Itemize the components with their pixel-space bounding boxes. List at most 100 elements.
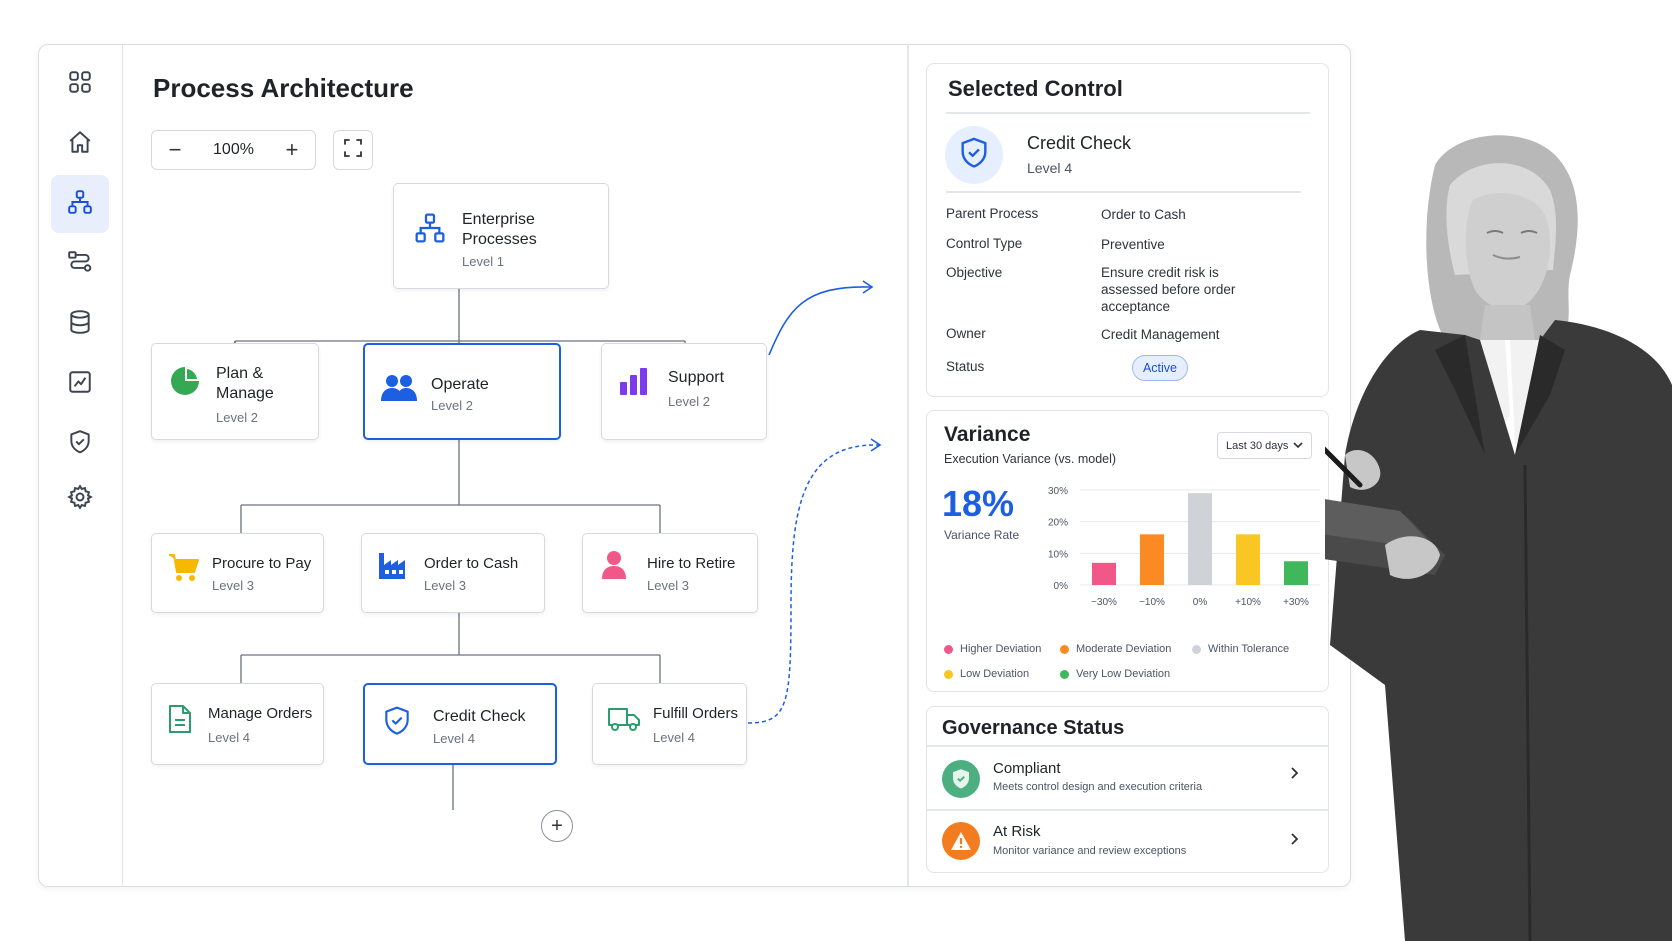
nav-settings[interactable]	[51, 470, 109, 528]
node-level: Level 3	[647, 578, 689, 593]
node-level: Level 2	[668, 394, 710, 409]
node-fulfill-orders[interactable]: Fulfill Orders Level 4	[592, 683, 747, 765]
nav-flow[interactable]	[51, 235, 109, 293]
node-hire-to-retire[interactable]: Hire to Retire Level 3	[582, 533, 758, 613]
node-procure-to-pay[interactable]: Procure to Pay Level 3	[151, 533, 324, 613]
governance-heading: Governance Status	[942, 717, 1125, 739]
variance-rate-label: Variance Rate	[944, 528, 1020, 542]
objective-line-2: assessed before order	[1101, 282, 1236, 297]
shield-check-icon	[957, 136, 991, 175]
legend-dot	[944, 644, 953, 654]
legend-label: Very Low Deviation	[1076, 668, 1171, 680]
nav-hierarchy[interactable]	[51, 175, 109, 233]
hierarchy-icon	[67, 189, 93, 220]
divider	[927, 809, 1328, 811]
people-icon	[381, 373, 417, 408]
legend-dot	[944, 669, 953, 679]
nav-database[interactable]	[51, 295, 109, 353]
legend-moderate-deviation: Moderate Deviation	[1060, 643, 1171, 655]
status-label: Status	[946, 359, 985, 374]
zoom-control: − 100% +	[151, 130, 316, 170]
grid-icon	[67, 69, 93, 100]
selected-control-heading: Selected Control	[948, 76, 1123, 101]
legend-label: Low Deviation	[960, 668, 1030, 680]
period-select[interactable]: Last 30 days	[1217, 432, 1312, 459]
y-tick-label: 0%	[1054, 581, 1069, 592]
variance-panel	[926, 410, 1329, 692]
chevron-right-icon	[1289, 830, 1299, 851]
database-icon	[67, 309, 93, 340]
x-tick-label: +30%	[1283, 597, 1309, 608]
legend-label: Moderate Deviation	[1076, 643, 1172, 655]
nav-controls[interactable]	[51, 415, 109, 473]
node-title: Support	[668, 369, 725, 386]
node-support[interactable]: Support Level 2	[601, 343, 767, 440]
cart-icon	[168, 552, 200, 587]
node-title: Manage Orders	[208, 705, 313, 722]
governance-item-at-risk[interactable]: At Risk Monitor variance and review exce…	[927, 810, 1328, 872]
owner-value: Credit Management	[1101, 327, 1220, 342]
governance-item-title: Compliant	[993, 760, 1061, 777]
node-order-to-cash[interactable]: Order to Cash Level 3	[361, 533, 545, 613]
legend-very-low-deviation: Very Low Deviation	[1060, 668, 1170, 680]
node-operate[interactable]: Operate Level 2	[363, 343, 561, 440]
governance-item-compliant[interactable]: Compliant Meets control design and execu…	[927, 746, 1328, 808]
governance-panel	[926, 706, 1329, 873]
node-enterprise-processes[interactable]: Enterprise Processes Level 1	[393, 183, 609, 289]
bar	[1236, 534, 1260, 585]
period-value: Last 30 days	[1226, 439, 1289, 452]
factory-icon	[378, 551, 408, 586]
x-tick-label: −30%	[1091, 597, 1117, 608]
node-level: Level 3	[212, 578, 254, 593]
add-node-button[interactable]: +	[541, 810, 573, 842]
legend-higher-deviation: Higher Deviation	[944, 643, 1041, 655]
bar	[1188, 493, 1212, 585]
control-type-value: Preventive	[1101, 237, 1165, 252]
zoom-in-button[interactable]: +	[285, 137, 299, 162]
node-plan-manage[interactable]: Plan & Manage Level 2	[151, 343, 319, 440]
check-shield-icon	[942, 760, 980, 798]
sidebar	[39, 45, 123, 886]
fit-screen-button[interactable]	[333, 130, 373, 170]
woman-with-clipboard-photo	[1325, 135, 1672, 941]
zoom-out-button[interactable]: −	[168, 137, 182, 162]
node-manage-orders[interactable]: Manage Orders Level 4	[151, 683, 324, 765]
warning-icon	[942, 822, 980, 860]
owner-label: Owner	[946, 326, 986, 341]
gear-icon	[67, 483, 93, 515]
shield-check-icon	[67, 429, 93, 460]
variance-rate: 18%	[942, 483, 1015, 524]
governance-item-title: At Risk	[993, 823, 1041, 840]
node-title: Fulfill Orders	[653, 705, 739, 722]
legend-label: Within Tolerance	[1208, 643, 1290, 655]
legend-dot	[1060, 669, 1069, 679]
node-level: Level 4	[653, 730, 695, 745]
control-level: Level 4	[1027, 160, 1073, 176]
document-icon	[168, 704, 192, 739]
node-level: Level 4	[208, 730, 250, 745]
x-tick-label: −10%	[1139, 597, 1165, 608]
node-title-line2: Processes	[462, 231, 537, 248]
parent-process-value: Order to Cash	[1101, 207, 1186, 222]
control-avatar	[945, 126, 1003, 184]
y-tick-label: 10%	[1048, 549, 1068, 560]
node-level: Level 3	[424, 578, 466, 593]
control-type-label: Control Type	[946, 236, 1023, 251]
node-title-line1: Enterprise	[462, 211, 535, 228]
variance-heading: Variance	[944, 423, 1031, 446]
nav-grid[interactable]	[51, 55, 109, 113]
y-tick-label: 20%	[1048, 518, 1068, 529]
node-credit-check[interactable]: Credit Check Level 4	[363, 683, 557, 765]
process-canvas: Process Architecture − 100% +	[123, 45, 907, 886]
parent-process-label: Parent Process	[946, 206, 1039, 221]
variance-subtitle: Execution Variance (vs. model)	[944, 452, 1117, 466]
flow-icon	[67, 249, 93, 280]
legend-low-deviation: Low Deviation	[944, 668, 1029, 680]
nav-home[interactable]	[51, 115, 109, 173]
nav-analytics[interactable]	[51, 355, 109, 413]
objective-line-3: acceptance	[1101, 299, 1171, 314]
node-level: Level 2	[431, 398, 473, 413]
node-title: Operate	[431, 376, 489, 393]
legend-within-tolerance: Within Tolerance	[1192, 643, 1289, 655]
expand-icon	[343, 138, 363, 163]
